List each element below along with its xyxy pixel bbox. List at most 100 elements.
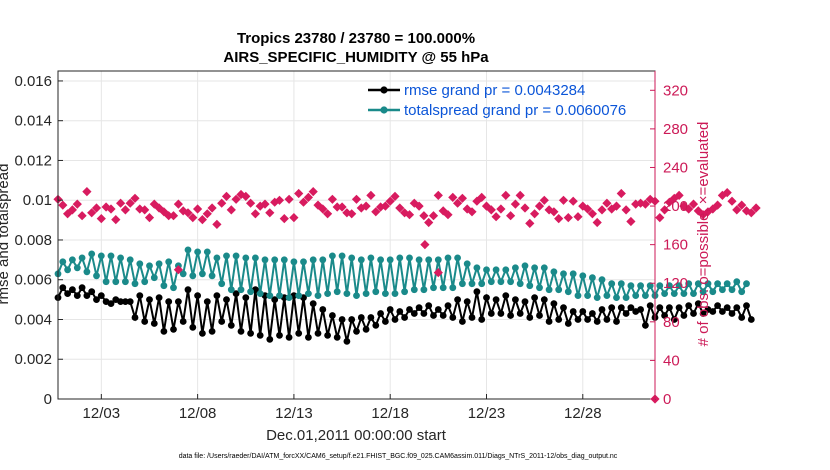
obs-count-point (549, 207, 559, 217)
series-point-0 (377, 310, 384, 317)
obs-count-point (424, 217, 434, 228)
series-point-0 (146, 296, 153, 303)
series-point-1 (107, 252, 115, 260)
y-tick-label: 0.006 (14, 272, 52, 289)
series-point-1 (93, 272, 100, 280)
obs-count-point (303, 192, 313, 202)
series-point-0 (675, 304, 683, 311)
series-point-1 (227, 286, 235, 294)
series-point-1 (574, 292, 582, 299)
series-point-1 (478, 280, 486, 288)
obs-count-point (660, 205, 670, 215)
obs-count-point (420, 240, 430, 250)
obs-count-point (298, 197, 309, 207)
series-point-0 (560, 304, 567, 311)
obs-count-point (342, 208, 352, 218)
obs-count-point (72, 199, 82, 209)
obs-count-point (380, 201, 390, 211)
y-right-tick-label: 80 (663, 314, 680, 331)
series-point-1 (170, 284, 177, 292)
y-tick-label: 0.016 (14, 73, 52, 90)
obs-count-point (457, 193, 467, 203)
obs-count-point (279, 214, 289, 224)
series-point-1 (362, 290, 370, 297)
series-point-1 (723, 280, 731, 288)
grid (58, 71, 655, 399)
series-point-1 (564, 288, 572, 296)
obs-count-point (414, 201, 424, 211)
obs-count-point (428, 211, 439, 221)
series-point-0 (454, 296, 461, 303)
series-point-1 (367, 254, 375, 262)
plot-area (58, 71, 655, 399)
series-point-0 (637, 306, 644, 313)
obs-count-point (693, 206, 703, 216)
obs-count-point (534, 201, 545, 211)
series-point-1 (199, 270, 206, 278)
series-point-1 (430, 284, 437, 292)
series-point-0 (305, 334, 312, 341)
series-point-1 (526, 282, 534, 290)
series-point-0 (733, 304, 741, 311)
data-file-footer: data file: /Users/raeder/DAI/ATM_forcXX/… (179, 453, 618, 460)
series-point-1 (603, 292, 611, 299)
series-point-0 (309, 300, 317, 307)
series-point-0 (295, 330, 303, 337)
obs-count-point (327, 194, 337, 204)
series-point-0 (256, 332, 264, 339)
obs-count-point (82, 187, 92, 197)
series-point-1 (502, 266, 510, 274)
series-point-1 (415, 256, 423, 264)
series-point-1 (560, 270, 567, 278)
series-point-0 (271, 296, 279, 303)
series-point-0 (425, 302, 433, 309)
legend-marker-0 (380, 86, 388, 94)
series-point-0 (362, 326, 370, 333)
obs-count-point (212, 219, 222, 229)
obs-count-point (332, 202, 342, 212)
series-point-1 (406, 254, 413, 262)
obs-count-point (197, 215, 207, 225)
obs-count-point (376, 202, 386, 212)
series-point-1 (324, 290, 331, 297)
series-point-1 (266, 292, 274, 299)
y-tick-label: 0 (44, 391, 52, 408)
obs-count-point (140, 205, 150, 215)
series-point-0 (569, 308, 577, 315)
obs-count-point (231, 194, 241, 204)
obs-count-point (592, 217, 602, 228)
series-point-0 (223, 296, 230, 303)
series-point-1 (131, 280, 139, 288)
obs-count-point (674, 190, 684, 200)
series-point-1 (521, 262, 529, 270)
series-point-1 (280, 256, 288, 264)
series-point-0 (685, 302, 693, 309)
series-point-0 (492, 296, 500, 303)
series-point-1 (69, 256, 76, 264)
series-point-0 (584, 316, 591, 323)
series-point-1 (305, 290, 312, 297)
series-point-0 (738, 314, 746, 321)
series-point-0 (622, 310, 630, 317)
obs-count-point (173, 199, 183, 209)
series-point-1 (213, 254, 221, 262)
series-point-1 (126, 256, 134, 264)
series-point-0 (526, 314, 534, 321)
series-point-1 (487, 278, 495, 286)
y-tick-label: 0.004 (14, 311, 52, 328)
series-point-1 (680, 290, 688, 297)
series-point-0 (107, 300, 115, 307)
obs-count-point (727, 196, 737, 206)
series-point-1 (675, 282, 683, 290)
obs-count-point (737, 200, 747, 210)
series-point-0 (410, 310, 418, 317)
obs-count-point (602, 198, 612, 208)
obs-count-point (722, 188, 732, 198)
series-point-0 (540, 296, 548, 303)
series-point-0 (83, 292, 91, 299)
series-point-0 (175, 298, 182, 305)
series-point-1 (622, 294, 630, 301)
series-point-0 (670, 316, 678, 323)
series-point-1 (728, 286, 736, 294)
y-axis-label-right: # of obs: o=possible; ×=evaluated (695, 122, 712, 347)
